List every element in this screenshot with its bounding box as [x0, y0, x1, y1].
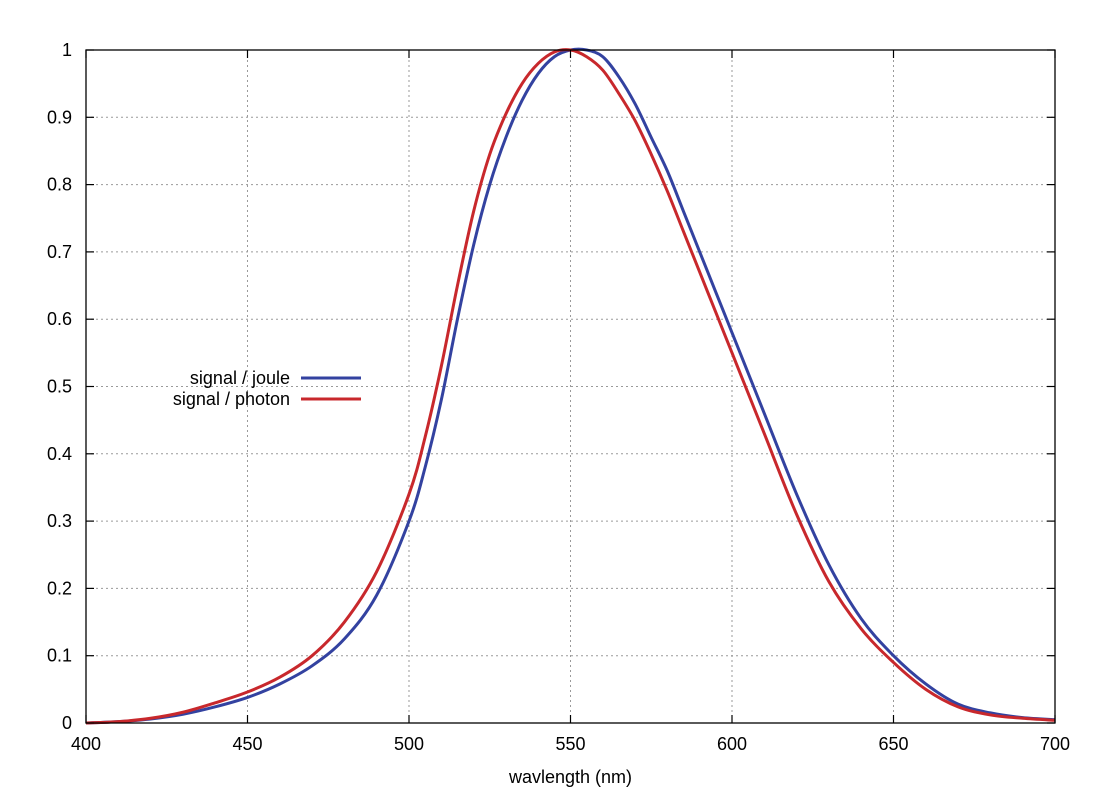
axis-ticks: 400 450 500 550 600 650 700 0 0.1 0.2 0.3 0.4 0.5 0.6… — [47, 40, 1070, 754]
y-tick-label: 1 — [62, 40, 72, 60]
x-axis-label: wavlength (nm) — [508, 767, 632, 787]
series-line-signal-joule — [85, 47, 1056, 725]
legend-label-signal-joule: signal / joule — [190, 368, 290, 388]
data-series — [85, 47, 1056, 725]
y-tick-label: 0.5 — [47, 377, 72, 397]
grid-lines — [86, 50, 1055, 723]
y-tick-label: 0.4 — [47, 444, 72, 464]
x-tick-label: 450 — [232, 734, 262, 754]
x-tick-label: 550 — [555, 734, 585, 754]
x-tick-label: 700 — [1040, 734, 1070, 754]
x-tick-label: 600 — [717, 734, 747, 754]
legend-label-signal-photon: signal / photon — [173, 389, 290, 409]
y-tick-label: 0.8 — [47, 175, 72, 195]
y-tick-label: 0.3 — [47, 511, 72, 531]
y-tick-label: 0.6 — [47, 309, 72, 329]
x-tick-label: 400 — [71, 734, 101, 754]
x-tick-label: 650 — [878, 734, 908, 754]
y-tick-label: 0.9 — [47, 107, 72, 127]
y-tick-label: 0 — [62, 713, 72, 733]
series-line-signal-photon — [85, 48, 1056, 725]
x-tick-label: 500 — [394, 734, 424, 754]
y-tick-label: 0.1 — [47, 646, 72, 666]
y-tick-label: 0.2 — [47, 578, 72, 598]
y-tick-label: 0.7 — [47, 242, 72, 262]
